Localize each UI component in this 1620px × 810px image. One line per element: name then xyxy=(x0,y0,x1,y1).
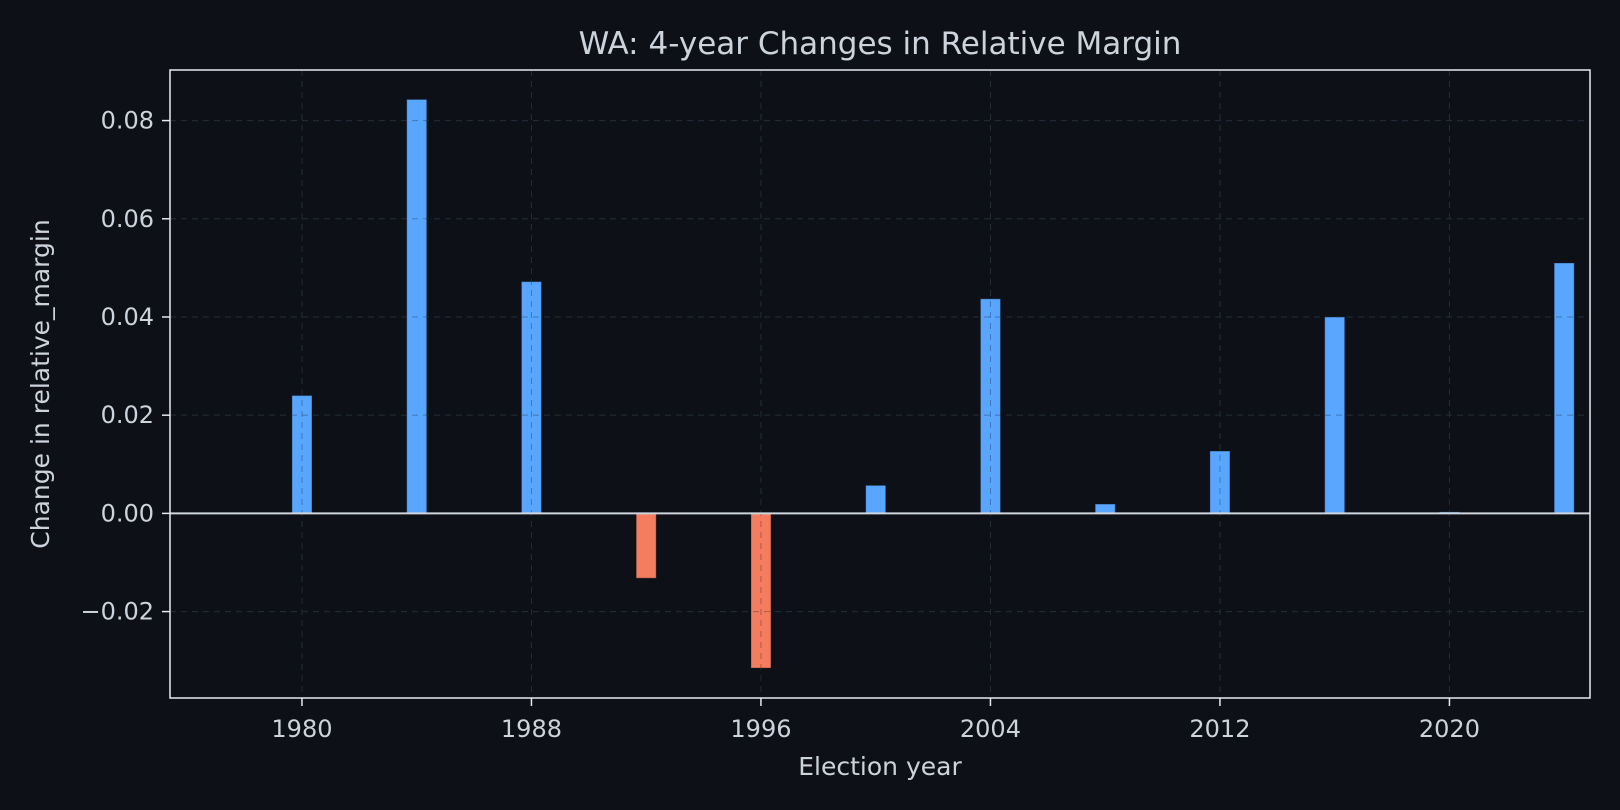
y-tick-label: 0.00 xyxy=(101,499,154,527)
bars xyxy=(170,70,1590,698)
y-tick-label: 0.08 xyxy=(101,107,154,135)
x-tick-label: 2012 xyxy=(1189,715,1250,743)
x-tick-label: 2020 xyxy=(1419,715,1480,743)
bar xyxy=(1553,262,1575,514)
x-tick-label: 2004 xyxy=(960,715,1021,743)
y-tick-label: 0.06 xyxy=(101,205,154,233)
y-tick-label: 0.04 xyxy=(101,303,154,331)
chart-title: WA: 4-year Changes in Relative Margin xyxy=(579,26,1182,62)
y-tick-label: −0.02 xyxy=(80,598,154,626)
bar xyxy=(406,98,428,514)
y-axis-label: Change in relative_margin xyxy=(26,219,55,548)
x-tick-label: 1996 xyxy=(730,715,791,743)
x-tick-label: 1980 xyxy=(271,715,332,743)
bar xyxy=(1094,503,1116,514)
plot-frame xyxy=(169,69,1591,699)
ticks: −0.02 0.00 0.02 0.04 0.06 0.08 1980 1988 1996 200… xyxy=(80,107,1480,743)
bar xyxy=(865,484,887,514)
x-tick-label: 1988 xyxy=(501,715,562,743)
bar xyxy=(635,512,657,579)
x-axis-label: Election year xyxy=(798,752,962,781)
y-tick-label: 0.02 xyxy=(101,401,154,429)
